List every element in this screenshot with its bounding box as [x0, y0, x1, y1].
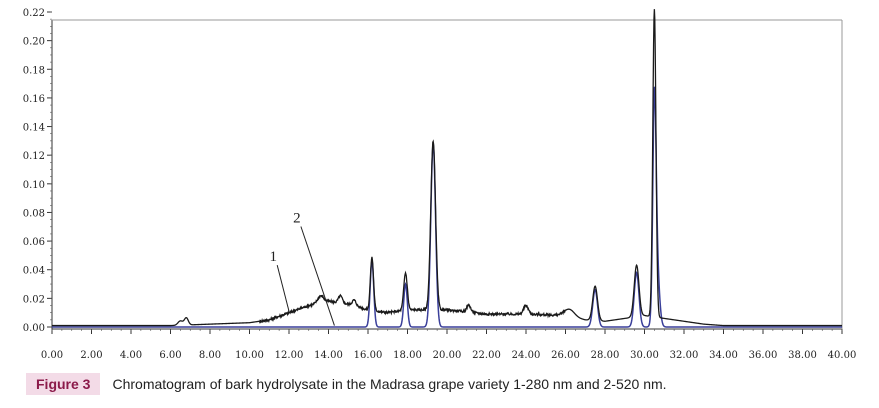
x-tick-label: 32.00 [670, 350, 699, 361]
curve-label-pointer-1 [276, 265, 290, 312]
series-1-line [52, 9, 842, 327]
chart-axes: 0.00 2.00 4.00 6.00 8.00 10.00 12.00 14.00 16.00… [23, 8, 857, 361]
y-tick-label: 0.16 [23, 94, 45, 105]
curve-label-pointer-2 [300, 226, 335, 326]
chromatogram-chart: 0.00 2.00 4.00 6.00 8.00 10.00 12.00 14.00 16.00… [23, 8, 857, 361]
y-tick-label: 0.00 [23, 323, 45, 334]
x-tick-label: 16.00 [354, 350, 383, 361]
x-tick-label: 0.00 [41, 350, 63, 361]
figure-caption-text: Chromatogram of bark hydrolysate in the … [112, 376, 667, 392]
curve-label-2: 2 [293, 210, 301, 226]
x-tick-label: 36.00 [749, 350, 778, 361]
x-tick-label: 6.00 [159, 350, 181, 361]
y-tick-label: 0.04 [23, 266, 45, 277]
x-tick-label: 12.00 [275, 350, 304, 361]
curve-label-1: 1 [269, 249, 277, 265]
series-2-line [52, 85, 842, 328]
y-tick-label: 0.12 [23, 151, 45, 162]
x-tick-label: 24.00 [512, 350, 541, 361]
x-tick-label: 26.00 [551, 350, 580, 361]
x-tick-label: 14.00 [314, 350, 343, 361]
y-tick-label: 0.10 [23, 180, 45, 191]
x-tick-label: 10.00 [235, 350, 264, 361]
y-tick-label: 0.22 [23, 8, 45, 19]
y-tick-label: 0.20 [23, 37, 45, 48]
x-tick-label: 28.00 [591, 350, 620, 361]
x-tick-label: 34.00 [709, 350, 738, 361]
y-tick-label: 0.18 [23, 65, 45, 76]
x-tick-label: 20.00 [433, 350, 462, 361]
figure-label: Figure 3 [26, 373, 101, 395]
chart-annotations: 12 [269, 210, 335, 326]
x-tick-label: 2.00 [80, 350, 102, 361]
x-tick-label: 8.00 [199, 350, 221, 361]
x-tick-label: 40.00 [828, 350, 857, 361]
y-tick-label: 0.14 [23, 123, 45, 134]
x-tick-label: 30.00 [630, 350, 659, 361]
chart-series [52, 9, 842, 328]
x-tick-label: 4.00 [120, 350, 142, 361]
x-tick-label: 38.00 [788, 350, 817, 361]
x-tick-label: 22.00 [472, 350, 501, 361]
y-tick-label: 0.08 [23, 208, 45, 219]
x-tick-label: 18.00 [393, 350, 422, 361]
figure-caption: Figure 3 Chromatogram of bark hydrolysat… [26, 373, 667, 395]
y-tick-label: 0.06 [23, 237, 45, 248]
y-tick-label: 0.02 [23, 294, 45, 305]
